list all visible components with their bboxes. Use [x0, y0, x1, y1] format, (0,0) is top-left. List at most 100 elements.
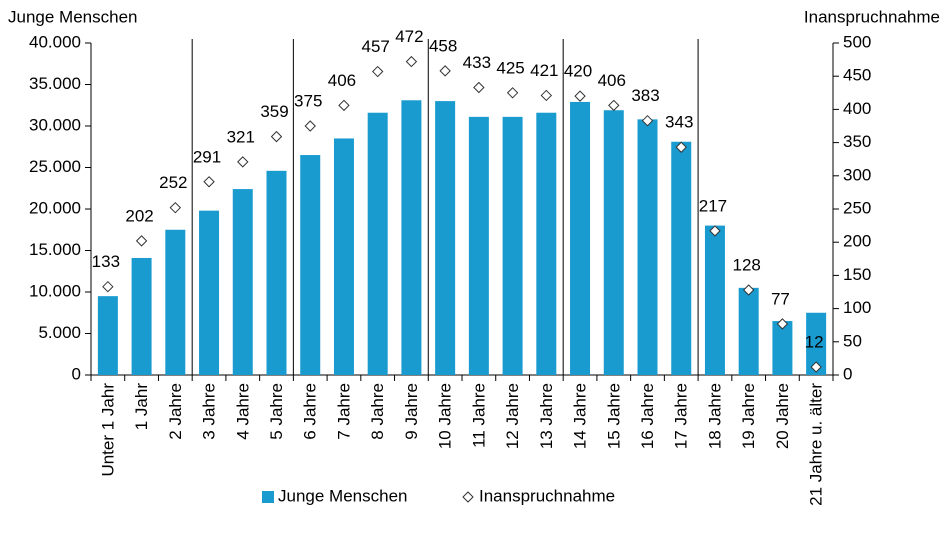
marker — [338, 99, 350, 112]
bar — [468, 116, 489, 376]
y2-tick-label: 300 — [843, 165, 871, 184]
x-tick-label: 17 Jahre — [672, 383, 691, 449]
data-label: 252 — [159, 173, 187, 192]
y-tick-label: 0 — [72, 364, 81, 383]
y2-tick-label: 200 — [843, 232, 871, 251]
data-label: 359 — [260, 102, 288, 121]
y2-tick-label: 100 — [843, 298, 871, 317]
y-tick-label: 25.000 — [29, 157, 81, 176]
x-tick-label: 7 Jahre — [334, 383, 353, 440]
data-label: 77 — [771, 289, 790, 308]
data-label: 375 — [294, 91, 322, 110]
y-tick-label: 10.000 — [29, 281, 81, 300]
bar — [199, 210, 220, 375]
x-tick-label: 13 Jahre — [537, 383, 556, 449]
marker — [102, 280, 114, 293]
bar — [131, 257, 152, 375]
y2-tick-label: 50 — [843, 331, 862, 350]
marker — [608, 99, 620, 112]
marker — [270, 130, 283, 143]
marker — [405, 55, 418, 68]
marker — [742, 284, 755, 296]
y2-tick-label: 150 — [843, 265, 871, 284]
x-tick-label: 8 Jahre — [368, 383, 387, 440]
data-label: 343 — [665, 113, 693, 132]
bar — [671, 141, 692, 375]
marker — [574, 90, 586, 102]
marker — [675, 141, 687, 153]
x-tick-label: 1 Jahr — [132, 383, 151, 431]
bar — [536, 112, 557, 375]
y-tick-label: 35.000 — [29, 74, 81, 93]
marker — [709, 225, 721, 237]
data-label: 291 — [193, 147, 221, 166]
x-tick-label: 18 Jahre — [705, 383, 724, 449]
bar — [502, 116, 523, 376]
marker — [776, 318, 789, 330]
bar — [806, 312, 827, 375]
bar — [772, 321, 793, 375]
bar — [97, 296, 118, 375]
marker — [641, 114, 654, 127]
bar — [603, 110, 624, 375]
data-label: 420 — [564, 62, 592, 81]
legend-label: Inanspruchnahme — [479, 486, 615, 505]
data-label: 457 — [361, 37, 389, 56]
data-label: 217 — [699, 196, 727, 215]
bar — [266, 170, 287, 375]
y2-tick-label: 250 — [843, 198, 871, 217]
data-label: 458 — [429, 36, 457, 55]
bar — [637, 119, 658, 375]
marker — [506, 87, 519, 99]
data-label: 383 — [631, 86, 659, 105]
y2-axis-title: Inanspruchnahme — [804, 7, 940, 26]
x-tick-label: 11 Jahre — [469, 383, 488, 448]
y2-tick-label: 500 — [843, 32, 871, 51]
marker — [135, 235, 148, 247]
x-tick-label: Unter 1 Jahr — [98, 383, 117, 477]
data-label: 406 — [598, 71, 626, 90]
marker — [237, 156, 249, 168]
x-tick-label: 19 Jahre — [739, 383, 758, 449]
marker — [540, 89, 553, 102]
marker — [203, 176, 215, 188]
marker — [169, 201, 182, 214]
bar — [435, 101, 456, 375]
y2-tick-label: 450 — [843, 66, 871, 85]
data-label: 406 — [328, 71, 356, 90]
data-label: 202 — [125, 206, 153, 225]
x-tick-label: 6 Jahre — [301, 383, 320, 440]
data-label: 433 — [463, 53, 491, 72]
legend-marker — [462, 491, 474, 503]
bar — [165, 229, 186, 375]
x-tick-label: 20 Jahre — [773, 383, 792, 449]
data-label: 12 — [805, 333, 824, 352]
data-label: 472 — [395, 27, 423, 46]
y-axis-title: Junge Menschen — [8, 7, 137, 26]
x-tick-label: 5 Jahre — [267, 383, 286, 440]
data-label: 421 — [530, 61, 558, 80]
bar — [300, 155, 321, 375]
y2-tick-label: 0 — [843, 364, 852, 383]
bar — [738, 287, 759, 375]
marker — [439, 65, 451, 77]
x-tick-label: 15 Jahre — [604, 383, 623, 449]
bar — [704, 225, 725, 375]
y-tick-label: 5.000 — [38, 323, 81, 342]
y2-tick-label: 350 — [843, 132, 871, 151]
marker — [371, 65, 384, 78]
data-label: 133 — [92, 252, 120, 271]
data-label: 128 — [732, 255, 760, 274]
x-tick-label: 10 Jahre — [436, 383, 455, 449]
x-tick-label: 14 Jahre — [571, 383, 590, 449]
marker — [810, 361, 822, 373]
x-tick-label: 21 Jahre u. älter — [807, 383, 826, 506]
legend-swatch — [262, 491, 274, 503]
x-tick-label: 12 Jahre — [503, 383, 522, 449]
y-tick-label: 30.000 — [29, 115, 81, 134]
marker — [473, 81, 485, 94]
y2-tick-label: 400 — [843, 99, 871, 118]
data-label: 425 — [496, 58, 524, 77]
y-tick-label: 40.000 — [29, 32, 81, 51]
